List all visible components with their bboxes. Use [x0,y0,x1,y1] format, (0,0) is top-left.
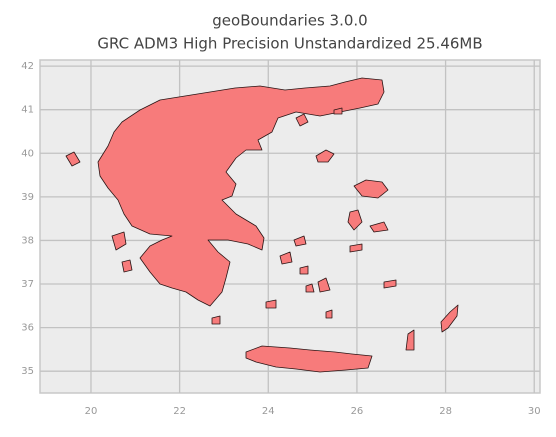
milos [265,299,277,309]
corfu [65,151,81,167]
x-tick-label: 26 [351,406,364,417]
mainland [97,77,385,307]
paros [305,283,315,293]
chios [347,209,363,231]
lesbos [353,179,389,199]
x-tick-label: 24 [262,406,275,417]
lemnos [315,149,335,163]
samothrace [333,107,343,115]
chart-title: geoBoundaries 3.0.0 [212,12,367,30]
rhodes [440,304,459,333]
zakynthos [121,259,133,273]
skyros [293,235,307,247]
y-tick-label: 36 [21,323,34,334]
santorini [325,309,333,319]
kefalonia [111,231,127,251]
chart-subtitle: GRC ADM3 High Precision Unstandardized 2… [97,35,482,53]
y-tick-label: 42 [21,61,34,72]
y-tick-label: 38 [21,235,34,246]
x-tick-label: 22 [173,406,186,417]
crete [245,345,373,373]
y-tick-label: 39 [21,192,34,203]
naxos [317,277,331,293]
kos [383,279,397,289]
samos [369,221,389,233]
kythira [211,315,221,325]
x-tick-label: 28 [439,406,452,417]
y-tick-label: 40 [21,148,34,159]
tinos [299,265,309,275]
map-shapes [65,77,459,373]
andros [279,251,293,265]
x-tick-label: 30 [528,406,541,417]
y-tick-label: 41 [21,105,34,116]
plot-area [39,59,541,394]
y-tick-label: 37 [21,279,34,290]
y-tick-label: 35 [21,366,34,377]
x-tick-label: 20 [85,406,98,417]
ikaria [349,243,363,253]
thasos [295,113,309,127]
karpathos [405,329,415,351]
